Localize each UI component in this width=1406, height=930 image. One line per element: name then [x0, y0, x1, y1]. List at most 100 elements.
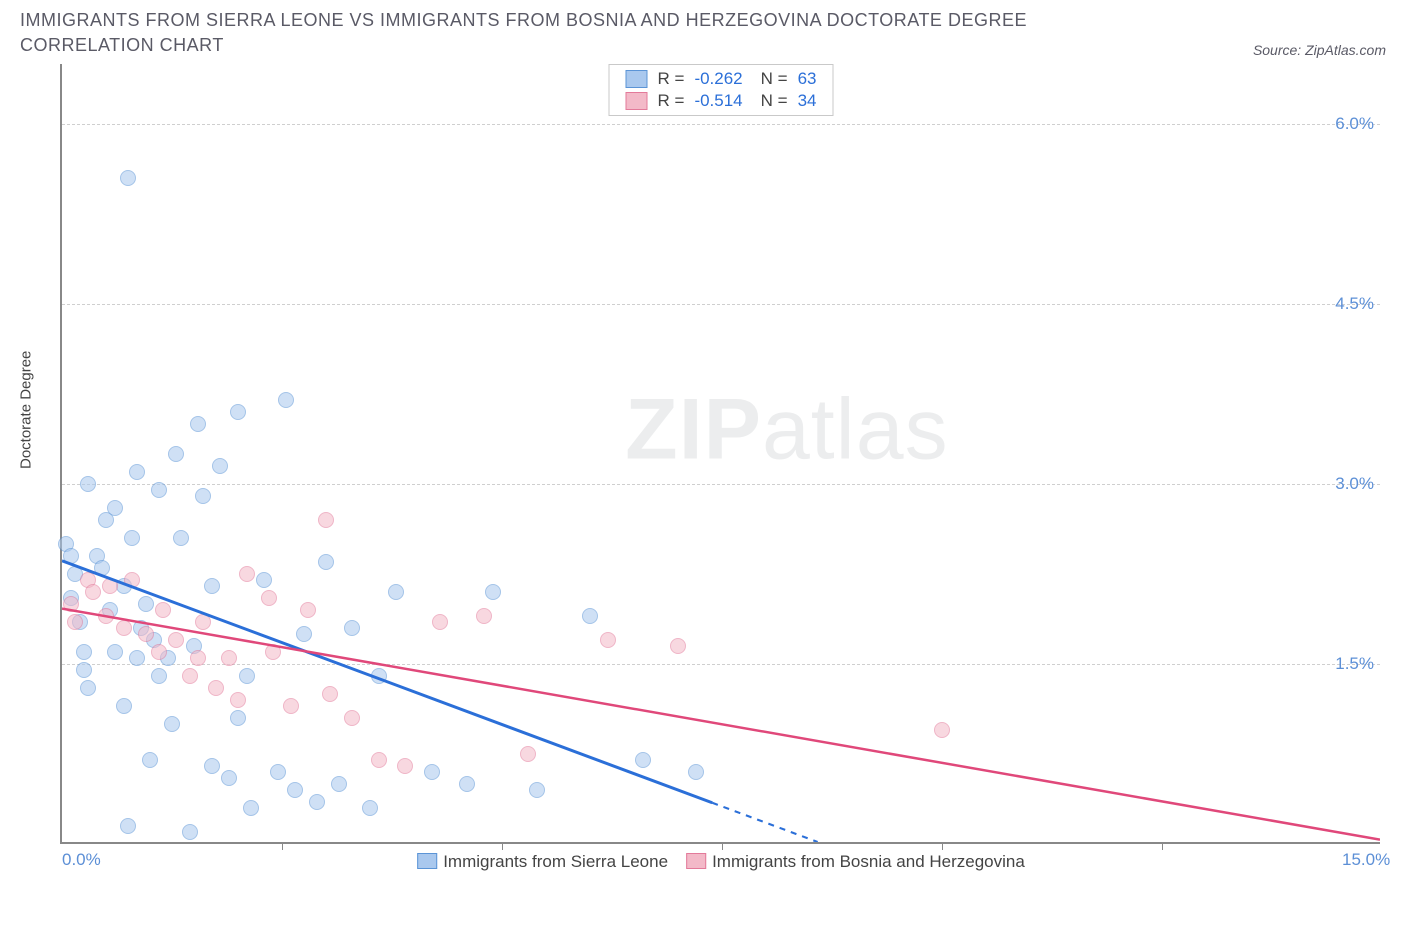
- data-point: [287, 782, 303, 798]
- data-point: [182, 824, 198, 840]
- legend-n-value: 34: [798, 91, 817, 111]
- data-point: [129, 650, 145, 666]
- data-point: [98, 608, 114, 624]
- data-point: [261, 590, 277, 606]
- data-point: [102, 578, 118, 594]
- data-point: [173, 530, 189, 546]
- data-point: [322, 686, 338, 702]
- data-point: [270, 764, 286, 780]
- data-point: [485, 584, 501, 600]
- legend-r-value: -0.262: [694, 69, 742, 89]
- trend-line: [62, 609, 1380, 840]
- data-point: [459, 776, 475, 792]
- data-point: [300, 602, 316, 618]
- data-point: [208, 680, 224, 696]
- data-point: [331, 776, 347, 792]
- data-point: [278, 392, 294, 408]
- legend-series-label: Immigrants from Bosnia and Herzegovina: [712, 852, 1025, 871]
- data-point: [168, 632, 184, 648]
- data-point: [151, 644, 167, 660]
- legend-swatch: [626, 92, 648, 110]
- y-tick-label: 1.5%: [1335, 654, 1374, 674]
- data-point: [138, 626, 154, 642]
- y-tick-label: 4.5%: [1335, 294, 1374, 314]
- data-point: [85, 584, 101, 600]
- data-point: [243, 800, 259, 816]
- data-point: [600, 632, 616, 648]
- data-point: [116, 698, 132, 714]
- legend-r-label: R =: [658, 69, 685, 89]
- y-tick-label: 6.0%: [1335, 114, 1374, 134]
- data-point: [63, 548, 79, 564]
- legend-swatch: [626, 70, 648, 88]
- data-point: [371, 668, 387, 684]
- data-point: [318, 554, 334, 570]
- x-tick-mark: [722, 842, 723, 850]
- data-point: [424, 764, 440, 780]
- legend-series-item: Immigrants from Sierra Leone: [417, 852, 668, 872]
- legend-series-label: Immigrants from Sierra Leone: [443, 852, 668, 871]
- data-point: [155, 602, 171, 618]
- data-point: [107, 500, 123, 516]
- data-point: [116, 620, 132, 636]
- x-tick-label: 15.0%: [1342, 850, 1390, 870]
- data-point: [63, 596, 79, 612]
- data-point: [107, 644, 123, 660]
- legend-r-label: R =: [658, 91, 685, 111]
- data-point: [124, 530, 140, 546]
- data-point: [239, 566, 255, 582]
- data-point: [344, 710, 360, 726]
- data-point: [94, 560, 110, 576]
- data-point: [195, 488, 211, 504]
- data-point: [318, 512, 334, 528]
- legend-swatch: [417, 853, 437, 869]
- gridline: [62, 304, 1380, 305]
- x-tick-mark: [502, 842, 503, 850]
- data-point: [195, 614, 211, 630]
- data-point: [582, 608, 598, 624]
- legend-stats: R =-0.262N =63R =-0.514N =34: [609, 64, 834, 116]
- data-point: [688, 764, 704, 780]
- x-tick-mark: [1162, 842, 1163, 850]
- data-point: [256, 572, 272, 588]
- legend-series-item: Immigrants from Bosnia and Herzegovina: [686, 852, 1025, 872]
- gridline: [62, 664, 1380, 665]
- data-point: [230, 692, 246, 708]
- data-point: [239, 668, 255, 684]
- data-point: [138, 596, 154, 612]
- data-point: [182, 668, 198, 684]
- data-point: [120, 818, 136, 834]
- data-point: [151, 668, 167, 684]
- y-tick-label: 3.0%: [1335, 474, 1374, 494]
- data-point: [265, 644, 281, 660]
- data-point: [129, 464, 145, 480]
- trend-lines: [62, 64, 1380, 842]
- watermark: ZIPatlas: [625, 381, 948, 480]
- data-point: [283, 698, 299, 714]
- data-point: [164, 716, 180, 732]
- legend-n-label: N =: [761, 69, 788, 89]
- data-point: [190, 416, 206, 432]
- data-point: [934, 722, 950, 738]
- data-point: [388, 584, 404, 600]
- data-point: [520, 746, 536, 762]
- legend-swatch: [686, 853, 706, 869]
- data-point: [76, 644, 92, 660]
- data-point: [529, 782, 545, 798]
- data-point: [67, 614, 83, 630]
- source-label: Source: ZipAtlas.com: [1253, 42, 1386, 58]
- chart-area: Doctorate Degree ZIPatlas R =-0.262N =63…: [20, 64, 1380, 874]
- data-point: [204, 578, 220, 594]
- legend-n-value: 63: [798, 69, 817, 89]
- data-point: [142, 752, 158, 768]
- data-point: [204, 758, 220, 774]
- chart-title: IMMIGRANTS FROM SIERRA LEONE VS IMMIGRAN…: [20, 8, 1120, 58]
- data-point: [212, 458, 228, 474]
- trend-line-dashed: [712, 803, 817, 842]
- data-point: [432, 614, 448, 630]
- gridline: [62, 124, 1380, 125]
- data-point: [371, 752, 387, 768]
- data-point: [670, 638, 686, 654]
- x-tick-label: 0.0%: [62, 850, 101, 870]
- data-point: [120, 170, 136, 186]
